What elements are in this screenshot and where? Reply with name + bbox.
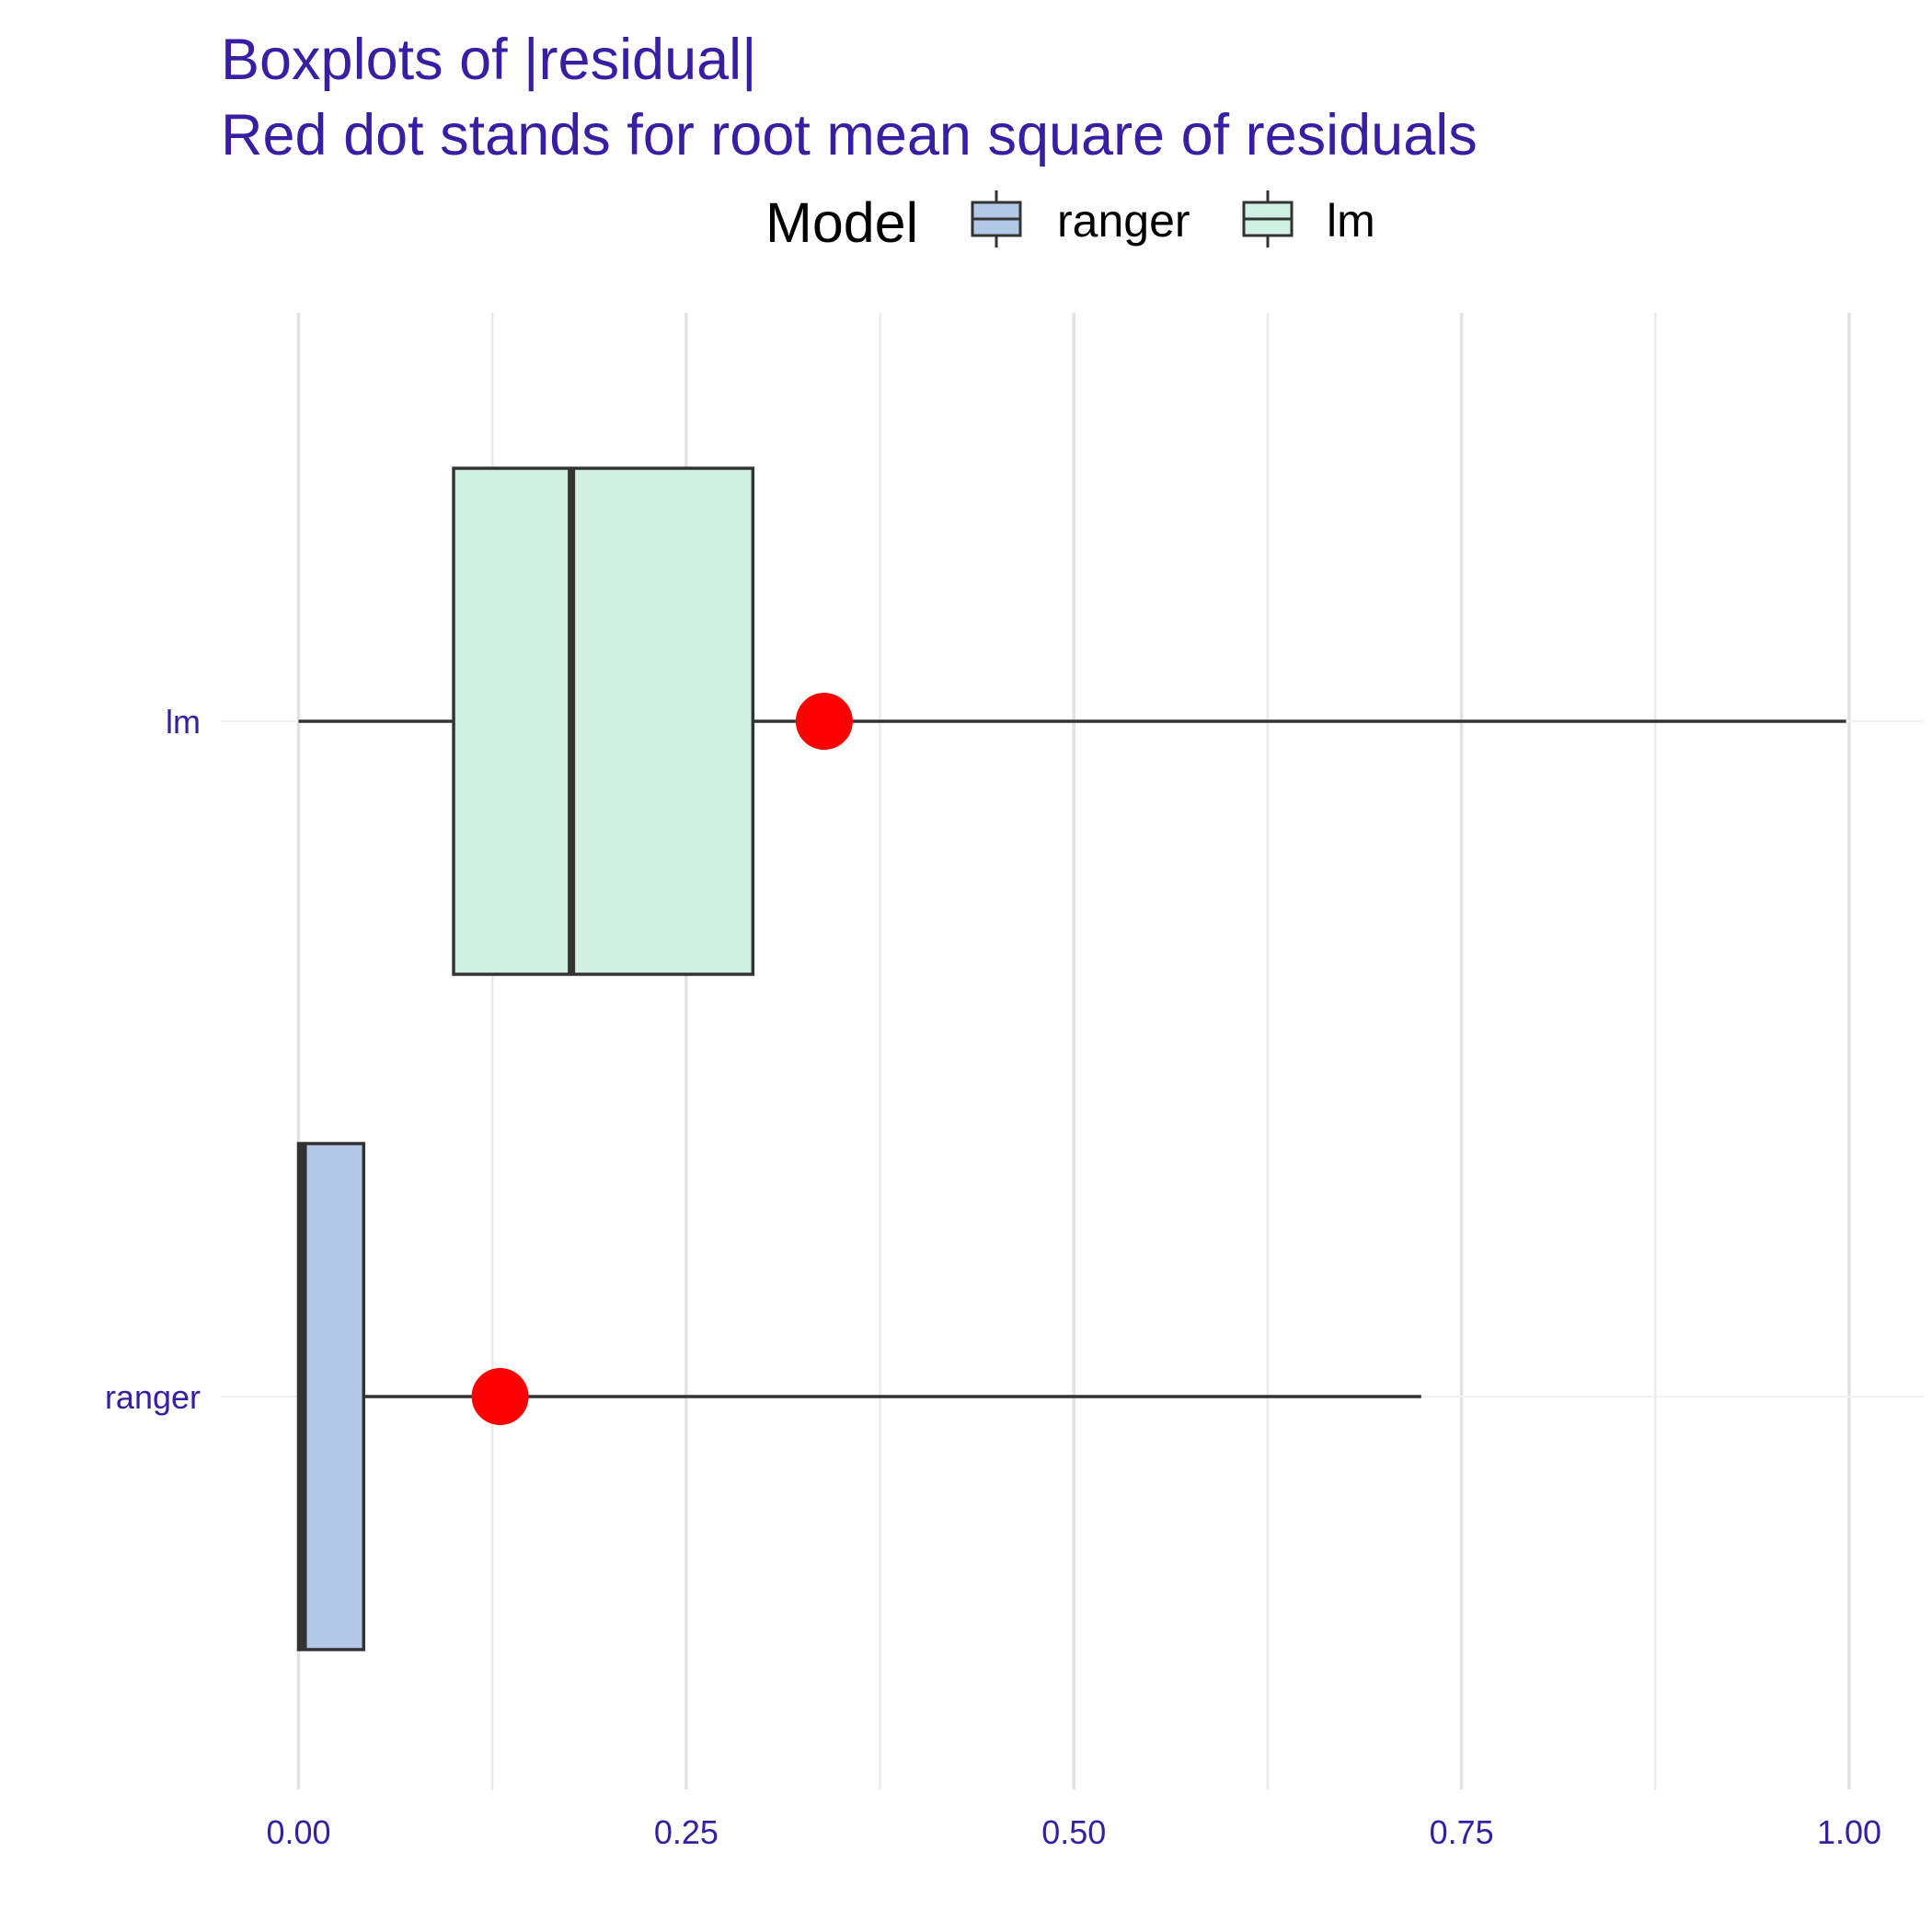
- legend-key-ranger: [971, 190, 1022, 247]
- rmse-dot-ranger: [471, 1368, 529, 1425]
- box-ranger: [296, 1142, 366, 1651]
- x-tick-label: 0.50: [1041, 1813, 1106, 1851]
- legend-label-lm: lm: [1327, 195, 1375, 247]
- chart-title: Boxplots of |residual|: [221, 28, 757, 92]
- y-axis: lm ranger: [105, 703, 201, 1416]
- x-axis: 0.00 0.25 0.50 0.75 1.00: [266, 1813, 1881, 1851]
- boxplot-lm: [298, 466, 1846, 976]
- legend-label-ranger: ranger: [1057, 195, 1190, 247]
- x-tick-label: 0.75: [1430, 1813, 1494, 1851]
- legend-title: Model: [765, 191, 918, 254]
- boxplots: [296, 466, 1846, 1651]
- rmse-dot-lm: [795, 693, 853, 750]
- x-tick-label: 0.25: [654, 1813, 719, 1851]
- legend-key-lm: [1242, 190, 1294, 247]
- box-lm: [452, 466, 755, 976]
- chart-subtitle: Red dot stands for root mean square of r…: [221, 103, 1478, 167]
- x-tick-label: 1.00: [1817, 1813, 1881, 1851]
- boxplot-ranger: [296, 1142, 1421, 1651]
- legend: Model ranger lm: [765, 190, 1375, 254]
- y-tick-label-lm: lm: [166, 703, 201, 741]
- y-tick-label-ranger: ranger: [105, 1378, 201, 1416]
- x-tick-label: 0.00: [266, 1813, 330, 1851]
